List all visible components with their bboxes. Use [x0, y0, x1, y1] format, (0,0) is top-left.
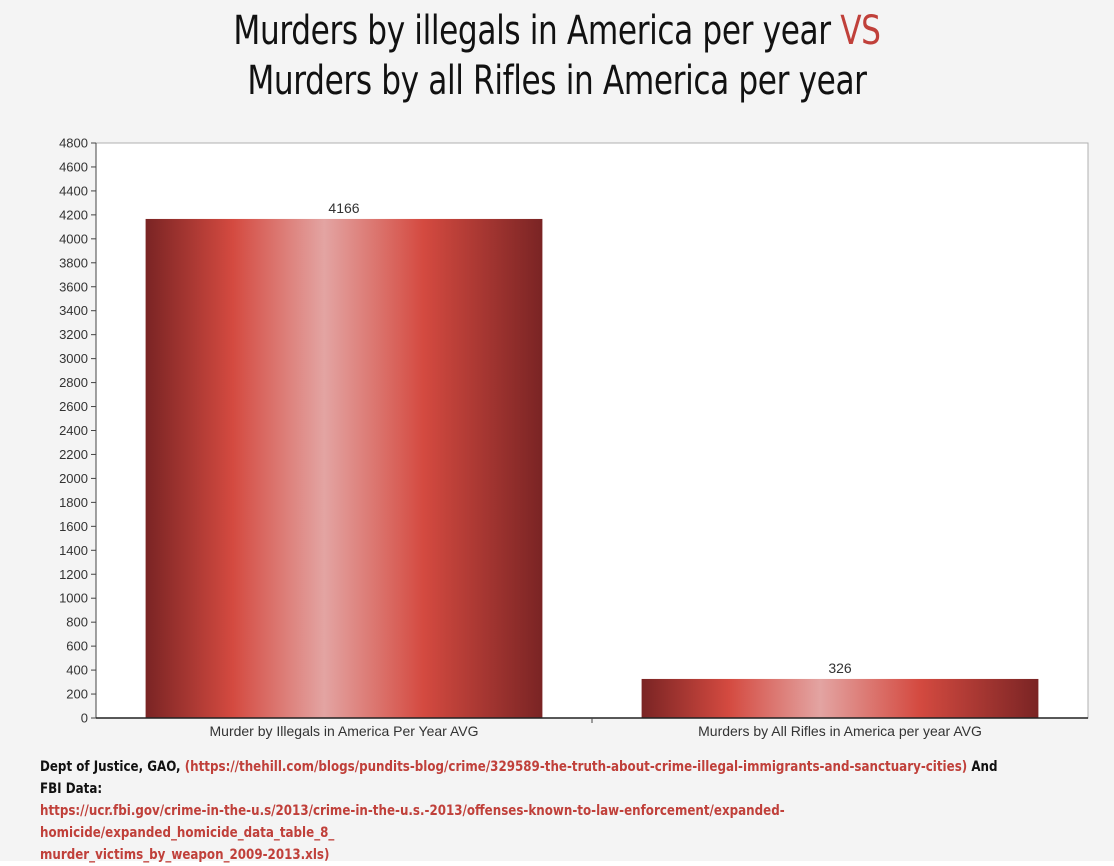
y-tick-label: 2800 [59, 375, 88, 390]
x-axis: Murder by Illegals in America Per Year A… [96, 717, 1088, 739]
source-footnote: Dept of Justice, GAO, (https://thehill.c… [40, 756, 999, 866]
y-axis: 0 200 400 600 800 1000 1200 1400 1600 1800 2000 220… [59, 136, 97, 726]
title-vs: VS [840, 8, 881, 54]
y-tick-label: 2400 [59, 423, 88, 438]
bars-group: 4166 326 [145, 200, 1039, 718]
y-tick-label: 2600 [59, 399, 88, 414]
y-tick-label: 1200 [59, 567, 88, 582]
y-tick-label: 2000 [59, 471, 88, 486]
y-tick-label: 3000 [59, 351, 88, 366]
title-line-2: Murders by all Rifles in America per yea… [247, 58, 867, 104]
x-category-label-2: Murders by All Rifles in America per yea… [698, 723, 982, 739]
y-tick-label: 3400 [59, 303, 88, 318]
y-tick-label: 2200 [59, 447, 88, 462]
y-tick-label: 1600 [59, 519, 88, 534]
y-tick-label: 4600 [59, 159, 88, 174]
bar-2 [641, 678, 1039, 718]
source-link-fbi-line-2[interactable]: murder_victims_by_weapon_2009-2013.xls) [40, 847, 330, 863]
y-tick-label: 0 [81, 711, 88, 726]
y-tick-label: 4400 [59, 183, 88, 198]
data-label-1: 4166 [328, 200, 359, 216]
y-tick-label: 4800 [59, 136, 88, 151]
source-link-fbi-line-1[interactable]: https://ucr.fbi.gov/crime-in-the-u.s/201… [40, 803, 785, 841]
y-tick-label: 3600 [59, 279, 88, 294]
y-tick-label: 4000 [59, 231, 88, 246]
footnote-prefix: Dept of Justice, GAO, [40, 759, 185, 775]
title-line-1-text: Murders by illegals in America per year [233, 8, 831, 54]
footnote-line-1: Dept of Justice, GAO, (https://thehill.c… [40, 756, 999, 800]
y-tick-label: 800 [66, 615, 88, 630]
y-tick-label: 400 [66, 663, 88, 678]
chart-title: Murders by illegals in America per year … [123, 6, 992, 106]
bar-1 [145, 218, 543, 718]
y-tick-label: 200 [66, 687, 88, 702]
y-tick-label: 600 [66, 639, 88, 654]
y-tick-label: 3200 [59, 327, 88, 342]
y-tick-label: 1000 [59, 591, 88, 606]
bar-chart: 0 200 400 600 800 1000 1200 1400 1600 1800 2000 220… [59, 136, 1089, 739]
y-tick-label: 3800 [59, 255, 88, 270]
y-tick-label: 1800 [59, 495, 88, 510]
x-category-label-1: Murder by Illegals in America Per Year A… [210, 723, 479, 739]
y-tick-label: 4200 [59, 207, 88, 222]
data-label-2: 326 [828, 660, 852, 676]
title-line-1: Murders by illegals in America per year … [123, 6, 992, 56]
source-link-thehill[interactable]: (https://thehill.com/blogs/pundits-blog/… [184, 759, 968, 775]
y-tick-label: 1400 [59, 543, 88, 558]
footnote-middle: And FBI Data: [40, 759, 998, 797]
